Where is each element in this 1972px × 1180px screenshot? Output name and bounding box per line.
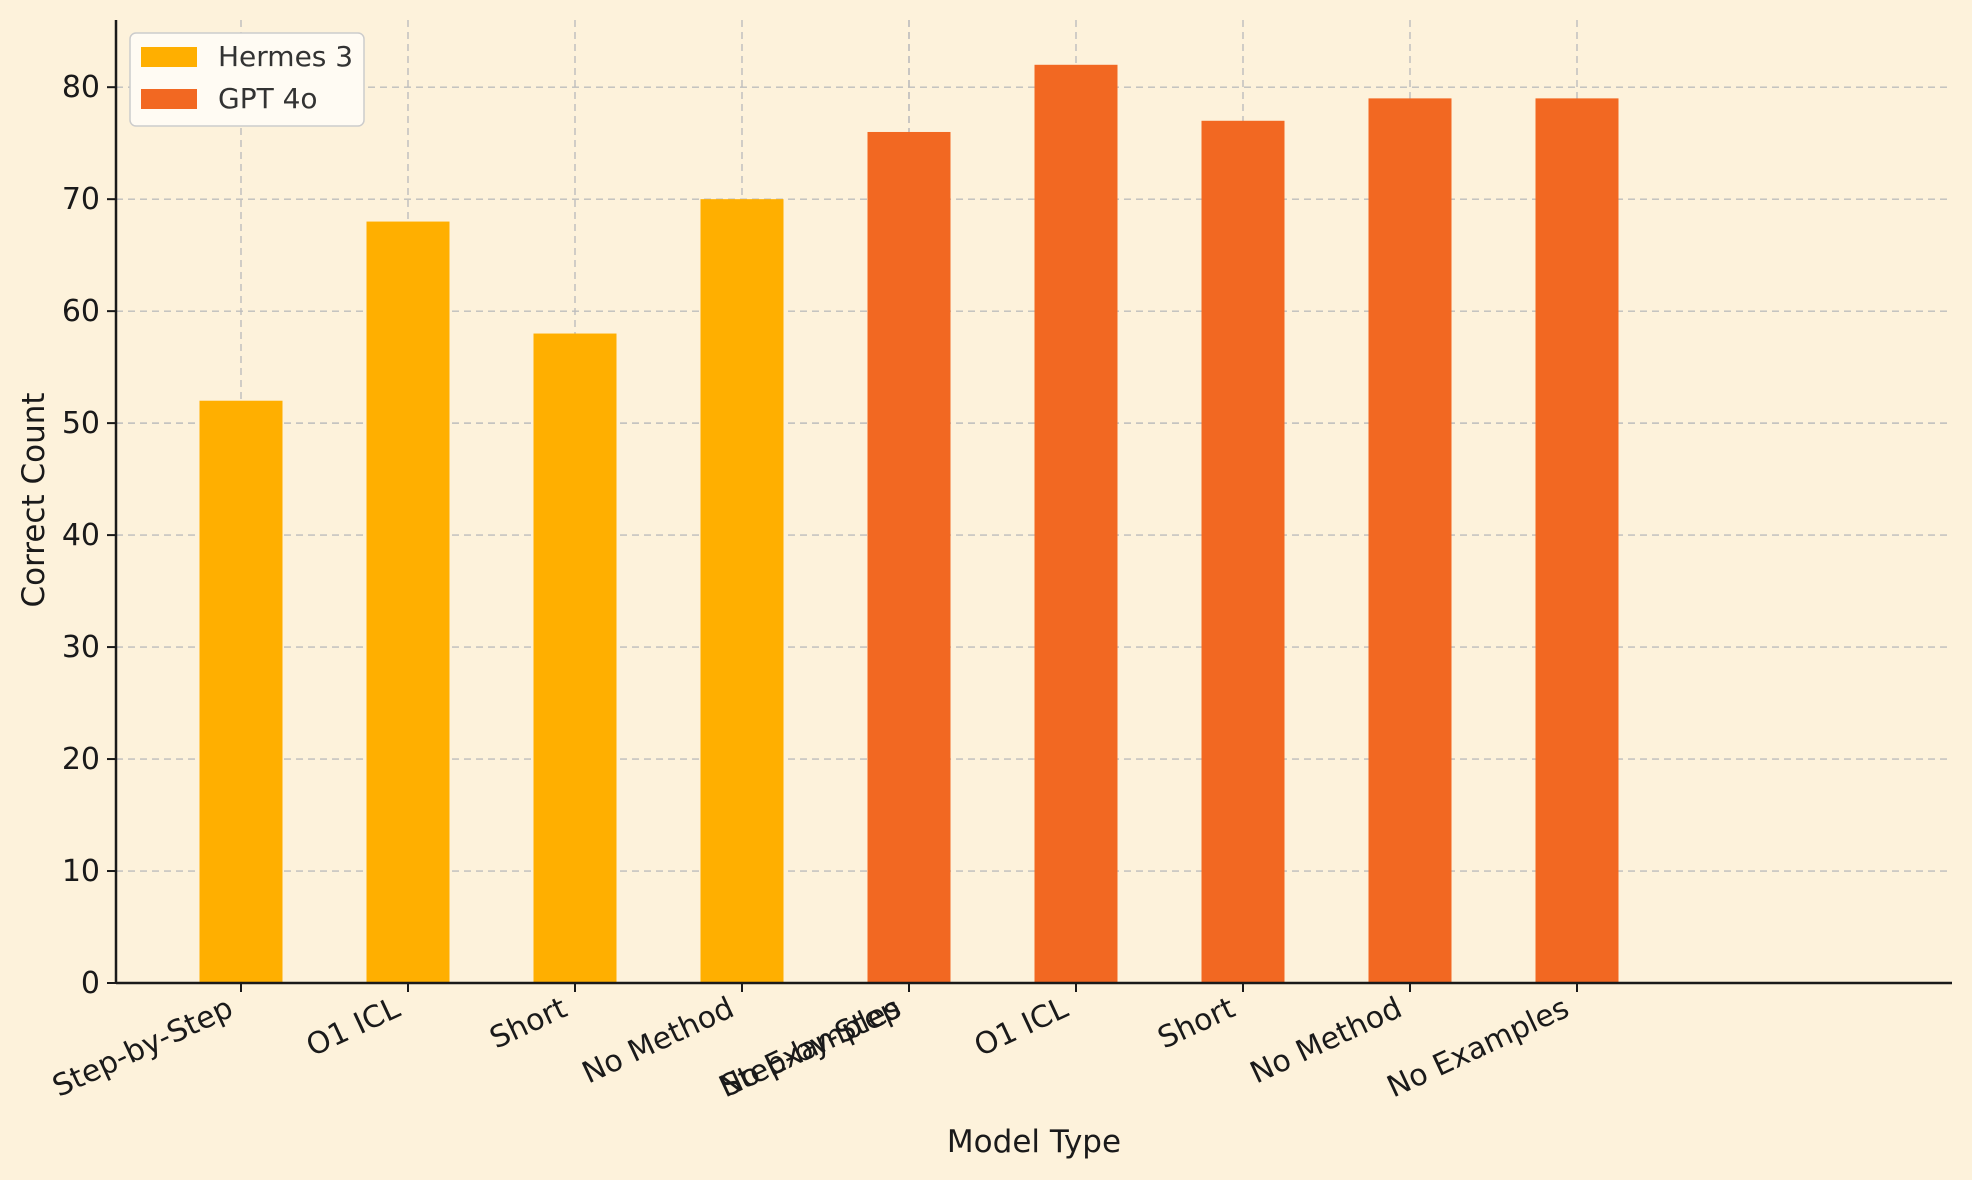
x-tick-label-hermes-3-step-by-step: Step-by-Step: [47, 991, 238, 1105]
x-tick-label-hermes-3-o1-icl: O1 ICL: [301, 990, 406, 1064]
x-tick-label-gpt-4o-short: Short: [1153, 990, 1241, 1056]
y-tick-label-30: 30: [62, 630, 100, 665]
y-tick-label-40: 40: [62, 518, 100, 553]
bar-gpt-4o-short: [1201, 120, 1285, 984]
y-tick-label-50: 50: [62, 406, 100, 441]
legend-label-gpt-4o: GPT 4o: [218, 82, 318, 115]
bar-hermes-3-step-by-step: [199, 400, 283, 983]
x-tick-label-gpt-4o-no-examples: No Examples: [1382, 991, 1575, 1106]
axes-layer: [114, 20, 1952, 985]
legend-label-hermes-3: Hermes 3: [218, 40, 353, 73]
bar-hermes-3-no-method: [700, 199, 784, 984]
legend: Hermes 3 GPT 4o: [129, 32, 365, 127]
bar-gpt-4o-no-method: [1368, 98, 1452, 983]
bar-hermes-3-o1-icl: [366, 221, 450, 984]
bars-layer: [199, 64, 1619, 984]
y-tick-label-60: 60: [62, 294, 100, 329]
y-axis-label: Correct Count: [16, 392, 52, 607]
x-tick-label-gpt-4o-o1-icl: O1 ICL: [969, 990, 1074, 1064]
y-tick-label-80: 80: [62, 70, 100, 105]
y-tick-label-20: 20: [62, 742, 100, 777]
bar-gpt-4o-no-examples: [1535, 98, 1619, 983]
x-axis-label: Model Type: [947, 1124, 1121, 1160]
x-tick-label-hermes-3-short: Short: [485, 990, 573, 1056]
y-tick-label-10: 10: [62, 854, 100, 889]
legend-swatch-gpt-4o: [141, 89, 197, 109]
bar-hermes-3-short: [533, 333, 617, 983]
legend-swatch-hermes-3: [141, 47, 197, 67]
y-tick-label-0: 0: [81, 966, 100, 1001]
x-tick-label-gpt-4o-step-by-step: Step-by-Step: [715, 991, 906, 1105]
bar-gpt-4o-o1-icl: [1034, 64, 1118, 983]
y-tick-label-70: 70: [62, 182, 100, 217]
bar-gpt-4o-step-by-step: [867, 131, 951, 983]
